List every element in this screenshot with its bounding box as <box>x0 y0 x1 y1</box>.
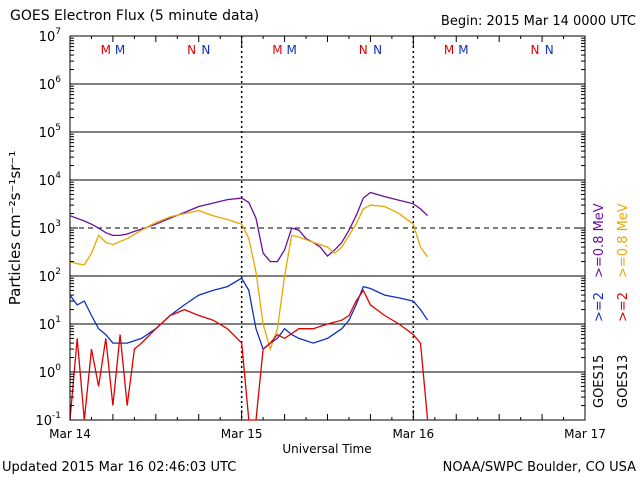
x-tick-label: Mar 14 <box>49 427 91 441</box>
mn-marker: M <box>272 43 282 57</box>
mn-marker: M <box>444 43 454 57</box>
legend-entry: >=2 <box>592 292 607 322</box>
legend-satellite: GOES15 <box>592 355 607 408</box>
mn-marker: M <box>115 43 125 57</box>
series-layer <box>69 191 429 421</box>
y-tick-label: 104 <box>39 171 62 189</box>
mn-marker: N <box>545 43 554 57</box>
y-tick-label: 100 <box>39 363 62 381</box>
y-tick-label: 107 <box>39 27 61 45</box>
x-tick-label: Mar 16 <box>392 427 434 441</box>
mn-marker: N <box>359 43 368 57</box>
y-tick-label: 105 <box>39 123 61 141</box>
plot-frame <box>69 35 586 421</box>
y-tick-label: 102 <box>39 267 61 285</box>
y-tick-label: 103 <box>39 219 61 237</box>
series-line <box>69 289 429 421</box>
credit-text: NOAA/SWPC Boulder, CO USA <box>442 460 636 475</box>
series-line <box>69 277 429 351</box>
mn-marker: M <box>458 43 468 57</box>
x-axis-label: Universal Time <box>282 442 371 456</box>
legend-entry: >=2 <box>616 292 631 322</box>
mn-marker: N <box>201 43 210 57</box>
legend-entry: >=0.8 MeV <box>616 203 631 278</box>
updated-timestamp: Updated 2015 Mar 16 02:46:03 UTC <box>2 460 237 475</box>
mn-marker: N <box>373 43 382 57</box>
mn-marker: M <box>101 43 111 57</box>
y-axis-label: Particles cm⁻²s⁻¹sr⁻¹ <box>6 151 24 305</box>
series-line <box>69 191 429 263</box>
y-tick-label: 101 <box>39 315 61 333</box>
x-tick-label: Mar 17 <box>564 427 606 441</box>
y-tick-label: 106 <box>39 75 62 93</box>
mn-marker: N <box>187 43 196 57</box>
grid-layer <box>70 36 585 420</box>
mn-marker: M <box>287 43 297 57</box>
chart-title: GOES Electron Flux (5 minute data) <box>10 8 260 24</box>
begin-time: Begin: 2015 Mar 14 0000 UTC <box>440 14 636 29</box>
mn-marker: N <box>530 43 539 57</box>
legend-satellite: GOES13 <box>616 355 631 408</box>
legend-entry: >=0.8 MeV <box>592 203 607 278</box>
legend-layer: GOES15 >=2 >=0.8 MeV GOES13 >=2 >=0.8 MeV <box>592 203 631 408</box>
x-tick-label: Mar 15 <box>221 427 263 441</box>
series-line <box>69 204 429 352</box>
